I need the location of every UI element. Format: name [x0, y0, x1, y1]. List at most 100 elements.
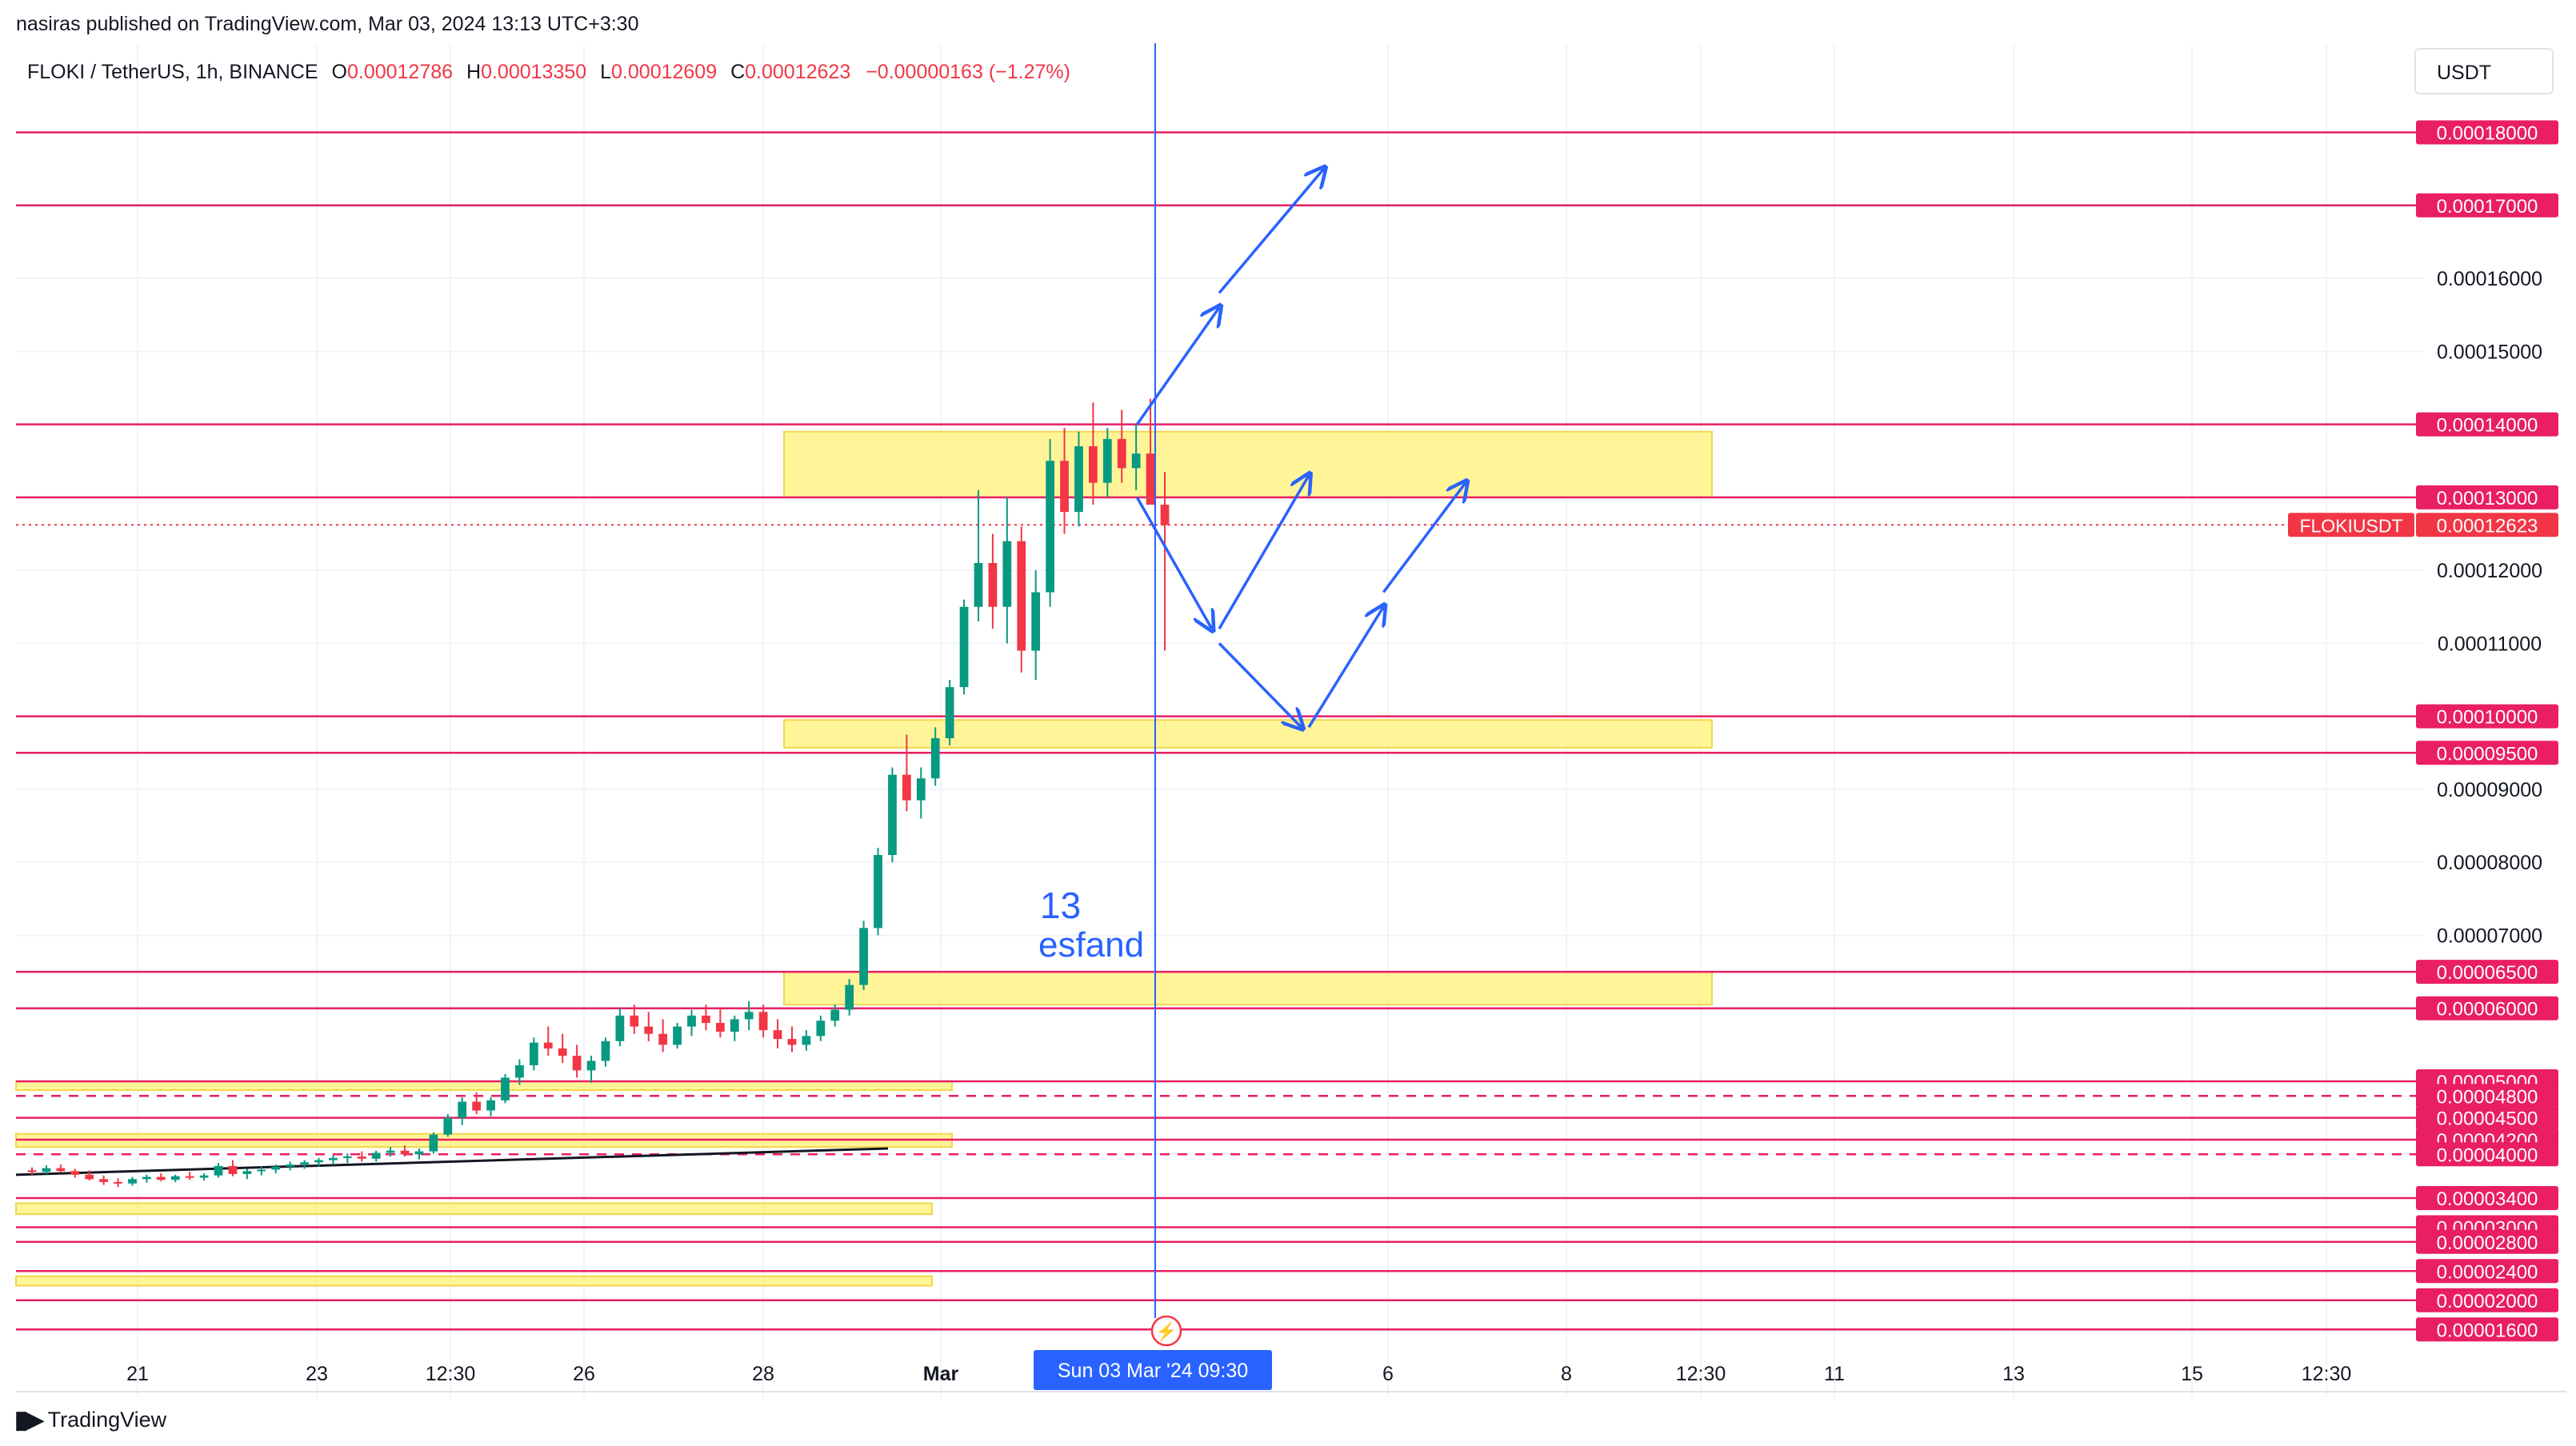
- horizontal-levels: [16, 131, 2424, 1331]
- projection-arrow: [1382, 483, 1466, 593]
- candle-body: [443, 1117, 453, 1135]
- level-price-tag: [2416, 996, 2558, 1021]
- candle-body: [286, 1164, 295, 1167]
- candle-body: [42, 1168, 51, 1172]
- trendline-segment: [15, 1147, 889, 1176]
- candle: [114, 1178, 122, 1188]
- candle: [142, 1174, 151, 1183]
- candle: [615, 1008, 625, 1047]
- level-price-tag: [2416, 412, 2558, 437]
- candle-body: [601, 1041, 610, 1061]
- high-label: H: [466, 61, 482, 83]
- candle-body: [414, 1151, 424, 1155]
- time-axis[interactable]: 21 23 12:30 26 28 Mar 6 8 12:30 11 13 15 12:30 Sun 03…: [16, 1350, 2566, 1392]
- candle-body: [214, 1165, 223, 1176]
- level-price-label: 0.00004500: [2437, 1108, 2538, 1130]
- candle: [429, 1132, 438, 1154]
- candle: [787, 1026, 797, 1053]
- candle-body: [1089, 445, 1098, 483]
- candle-body: [572, 1056, 582, 1071]
- price-tick-label: 0.00009000: [2437, 779, 2542, 801]
- candle: [974, 489, 983, 622]
- projection-arrow: [1218, 475, 1309, 630]
- annotation-line1: 13: [1040, 885, 1081, 926]
- candle: [1002, 497, 1012, 644]
- level-price-tag: [2416, 485, 2558, 509]
- tradingview-logo[interactable]: ▮▶ TradingView: [14, 1406, 166, 1434]
- candle-body: [1060, 461, 1069, 513]
- candle-body: [271, 1166, 281, 1170]
- candle-body: [185, 1176, 194, 1178]
- candle-body: [486, 1100, 495, 1111]
- level-price-label: 0.00002400: [2437, 1261, 2538, 1283]
- lightning-icon: [1150, 1315, 1182, 1347]
- candle: [930, 727, 940, 786]
- time-tick-label: 12:30: [2302, 1363, 2352, 1385]
- candle: [228, 1160, 238, 1176]
- candle-body: [99, 1179, 108, 1182]
- candle: [486, 1097, 495, 1116]
- time-tick-label: Mar: [923, 1363, 959, 1385]
- candle-body: [787, 1039, 797, 1045]
- candle: [773, 1019, 782, 1049]
- candle: [888, 767, 897, 863]
- tradingview-logo-text: TradingView: [47, 1408, 167, 1432]
- candle: [758, 1005, 768, 1038]
- candle-body: [300, 1162, 309, 1165]
- time-tick-label: 12:30: [1676, 1363, 1726, 1385]
- candle: [702, 1005, 710, 1031]
- candle: [314, 1157, 323, 1167]
- level-price-tag: [2416, 960, 2558, 985]
- candle-body: [816, 1021, 826, 1037]
- level-price-label: 0.00004000: [2437, 1144, 2538, 1166]
- candle-body: [371, 1152, 381, 1159]
- candle: [744, 1001, 754, 1031]
- candle: [56, 1164, 66, 1173]
- candle-body: [945, 687, 954, 739]
- candle-body: [644, 1026, 654, 1034]
- candle: [156, 1172, 166, 1182]
- candle: [515, 1059, 524, 1085]
- projection-arrows: [1135, 169, 1466, 727]
- zone-rect: [15, 1081, 953, 1091]
- level-price-tag: [2416, 1229, 2558, 1254]
- candle-body: [1031, 592, 1041, 651]
- projection-arrow: [1218, 169, 1324, 294]
- candle: [342, 1153, 352, 1164]
- open-label: O: [331, 61, 347, 83]
- published-header: nasiras published on TradingView.com, Ma…: [16, 13, 639, 35]
- candle: [329, 1155, 338, 1165]
- price-tick-label: 0.00007000: [2437, 925, 2542, 947]
- candle-body: [142, 1176, 151, 1180]
- currency-button[interactable]: USDT: [2414, 48, 2554, 94]
- candle-body: [1102, 438, 1112, 483]
- candle-body: [1131, 453, 1141, 469]
- candle-body: [845, 985, 854, 1010]
- candle: [830, 1005, 840, 1027]
- candle: [673, 1022, 682, 1049]
- time-tick-label: 8: [1561, 1363, 1572, 1385]
- low-label: L: [600, 61, 612, 83]
- candle-body: [859, 928, 868, 985]
- level-price-tag: [2416, 1142, 2558, 1167]
- level-price-label: 0.00006000: [2437, 999, 2538, 1021]
- candle: [601, 1037, 610, 1067]
- candle-body: [128, 1179, 137, 1184]
- candle-body: [930, 738, 940, 779]
- candle: [1146, 398, 1155, 505]
- level-price-label: 0.00013000: [2437, 488, 2538, 509]
- candle: [357, 1151, 366, 1162]
- zone-rect: [783, 719, 1713, 749]
- crosshair-date-label: Sun 03 Mar '24 09:30: [1058, 1360, 1248, 1382]
- candle-body: [242, 1171, 252, 1174]
- candle: [400, 1145, 410, 1157]
- zone-rect: [783, 430, 1713, 498]
- close-label: C: [730, 61, 746, 83]
- level-price-label: 0.00014000: [2437, 415, 2538, 437]
- candle: [1060, 428, 1069, 534]
- price-axis[interactable]: 0.00016000 0.00015000 0.00012000 0.00011000…: [2288, 45, 2566, 1342]
- time-tick-label: 23: [306, 1363, 328, 1385]
- annotation-line2: esfand: [1038, 925, 1144, 965]
